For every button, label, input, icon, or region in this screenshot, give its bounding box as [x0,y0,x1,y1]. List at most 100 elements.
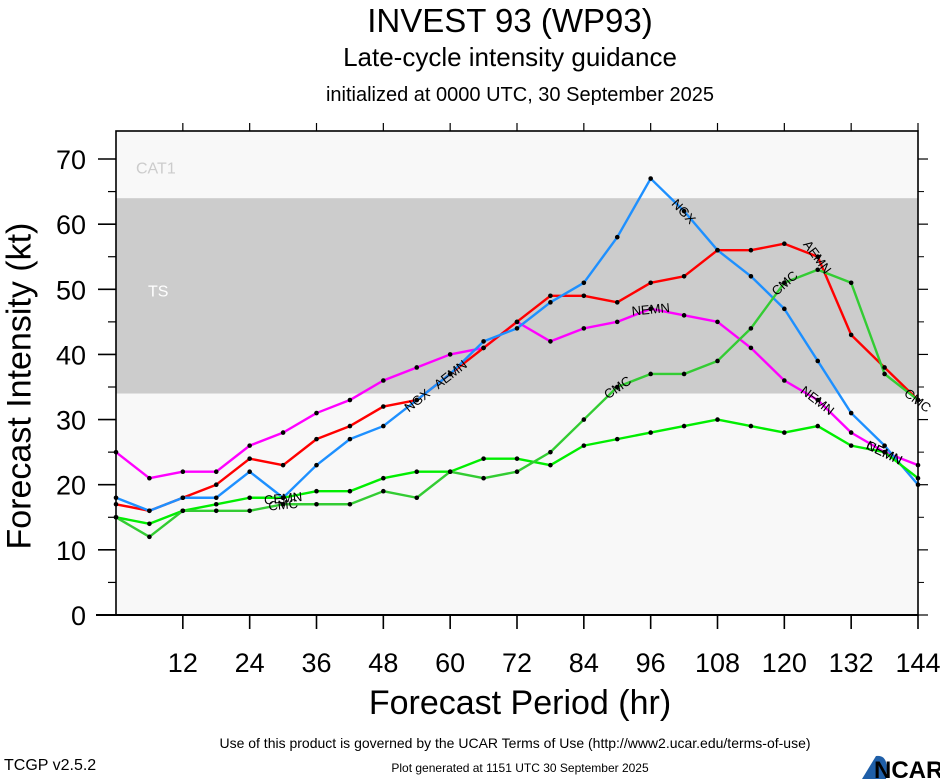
data-point-cmc [548,449,553,455]
data-point-cemn [347,488,353,494]
series-label-cemn: CEMN [481,0,519,3]
series-label-cmc: CMC [452,0,482,3]
band-label-cat1: CAT1 [136,161,176,178]
data-point-ngx [648,176,653,181]
generated-time: Plot generated at 1151 UTC 30 September … [391,761,649,775]
data-point-cmc [414,495,420,501]
band-ts [116,198,918,394]
data-point-aemn [614,300,620,305]
series-label-aemn: AEMN [248,0,286,3]
data-point-cemn [247,495,252,501]
data-point-cemn [815,423,821,429]
series-label-cmc: CMC [268,496,299,514]
data-point-cmc [514,469,520,474]
data-point-aemn [314,436,319,442]
data-point-cmc [147,534,152,540]
data-point-cmc [481,475,486,481]
data-point-ngx [848,410,854,416]
data-point-nemn [414,365,420,370]
data-point-ngx [147,508,152,514]
chart-title: INVEST 93 (WP93) [367,2,653,39]
data-point-nemn [147,475,152,481]
data-point-cmc [447,469,453,474]
data-point-aemn [247,456,252,461]
data-point-nemn [548,339,553,344]
data-point-ngx [548,300,553,305]
y-tick-label: 50 [56,275,86,305]
x-tick-label: 72 [502,648,532,678]
data-point-cemn [314,488,319,494]
data-point-ngx [815,358,821,364]
data-point-ngx [715,247,720,253]
data-point-aemn [481,345,486,351]
data-point-ngx [247,469,252,474]
data-point-aemn [848,332,854,338]
series-label-ngx: NGX [854,0,883,3]
y-tick-label: 40 [56,340,86,370]
y-tick-label: 60 [56,210,86,240]
x-tick-label: 144 [895,648,940,678]
data-point-cmc [648,371,653,377]
data-point-nemn [314,410,319,416]
data-point-cmc [314,501,319,507]
data-point-aemn [748,247,754,253]
x-tick-label: 36 [301,648,331,678]
data-point-aemn [815,254,821,260]
data-point-nemn [247,443,252,448]
data-point-nemn [347,397,353,403]
ncar-logo-swoosh-icon [862,755,887,779]
data-point-cmc [247,508,252,514]
data-point-aemn [280,462,286,468]
data-point-nemn [381,378,386,383]
x-tick-label: 132 [829,648,874,678]
data-point-aemn [882,365,887,370]
y-tick-label: 0 [71,601,86,631]
ncar-logo: NCAR [862,755,940,780]
data-point-ngx [614,234,620,240]
data-point-ngx [180,495,186,501]
data-point-ngx [581,280,587,286]
data-point-ngx [882,443,887,448]
data-point-cmc [748,326,754,331]
chart-subtitle: Late-cycle intensity guidance [343,42,677,72]
data-point-cemn [213,501,219,507]
ncar-logo-text: NCAR [874,757,940,780]
data-point-ngx [381,423,386,429]
data-point-cemn [681,423,687,429]
data-point-cemn [648,430,653,435]
data-point-cemn [782,430,787,435]
data-point-cemn [481,456,486,461]
data-point-cemn [548,462,553,468]
version-label: TCGP v2.5.2 [4,757,97,774]
data-point-cmc [815,267,821,273]
x-tick-label: 120 [762,648,807,678]
data-point-cemn [147,521,152,527]
data-point-nemn [681,313,687,318]
y-tick-label: 30 [56,406,86,436]
data-point-nemn [614,319,620,325]
data-point-nemn [180,469,186,474]
data-point-nemn [447,352,453,357]
data-point-cemn [715,417,720,422]
data-point-ngx [481,339,486,344]
data-point-ngx [782,306,787,312]
data-point-aemn [581,293,587,299]
data-point-ngx [447,371,453,377]
y-tick-label: 20 [56,471,86,501]
data-point-aemn [213,482,219,488]
x-tick-label: 12 [168,648,198,678]
data-point-nemn [815,397,821,403]
data-point-nemn [848,430,854,435]
data-point-cemn [614,436,620,442]
data-point-aemn [681,273,687,279]
data-point-cemn [848,443,854,448]
x-tick-label: 48 [368,648,398,678]
series-label-nemn: NEMN [414,0,452,3]
data-point-nemn [715,319,720,325]
data-point-cmc [180,508,186,514]
data-point-nemn [748,345,754,351]
data-point-aemn [648,280,653,286]
data-point-nemn [648,306,653,312]
data-point-ngx [681,208,687,214]
series-label-nemn: NEMN [247,0,285,3]
